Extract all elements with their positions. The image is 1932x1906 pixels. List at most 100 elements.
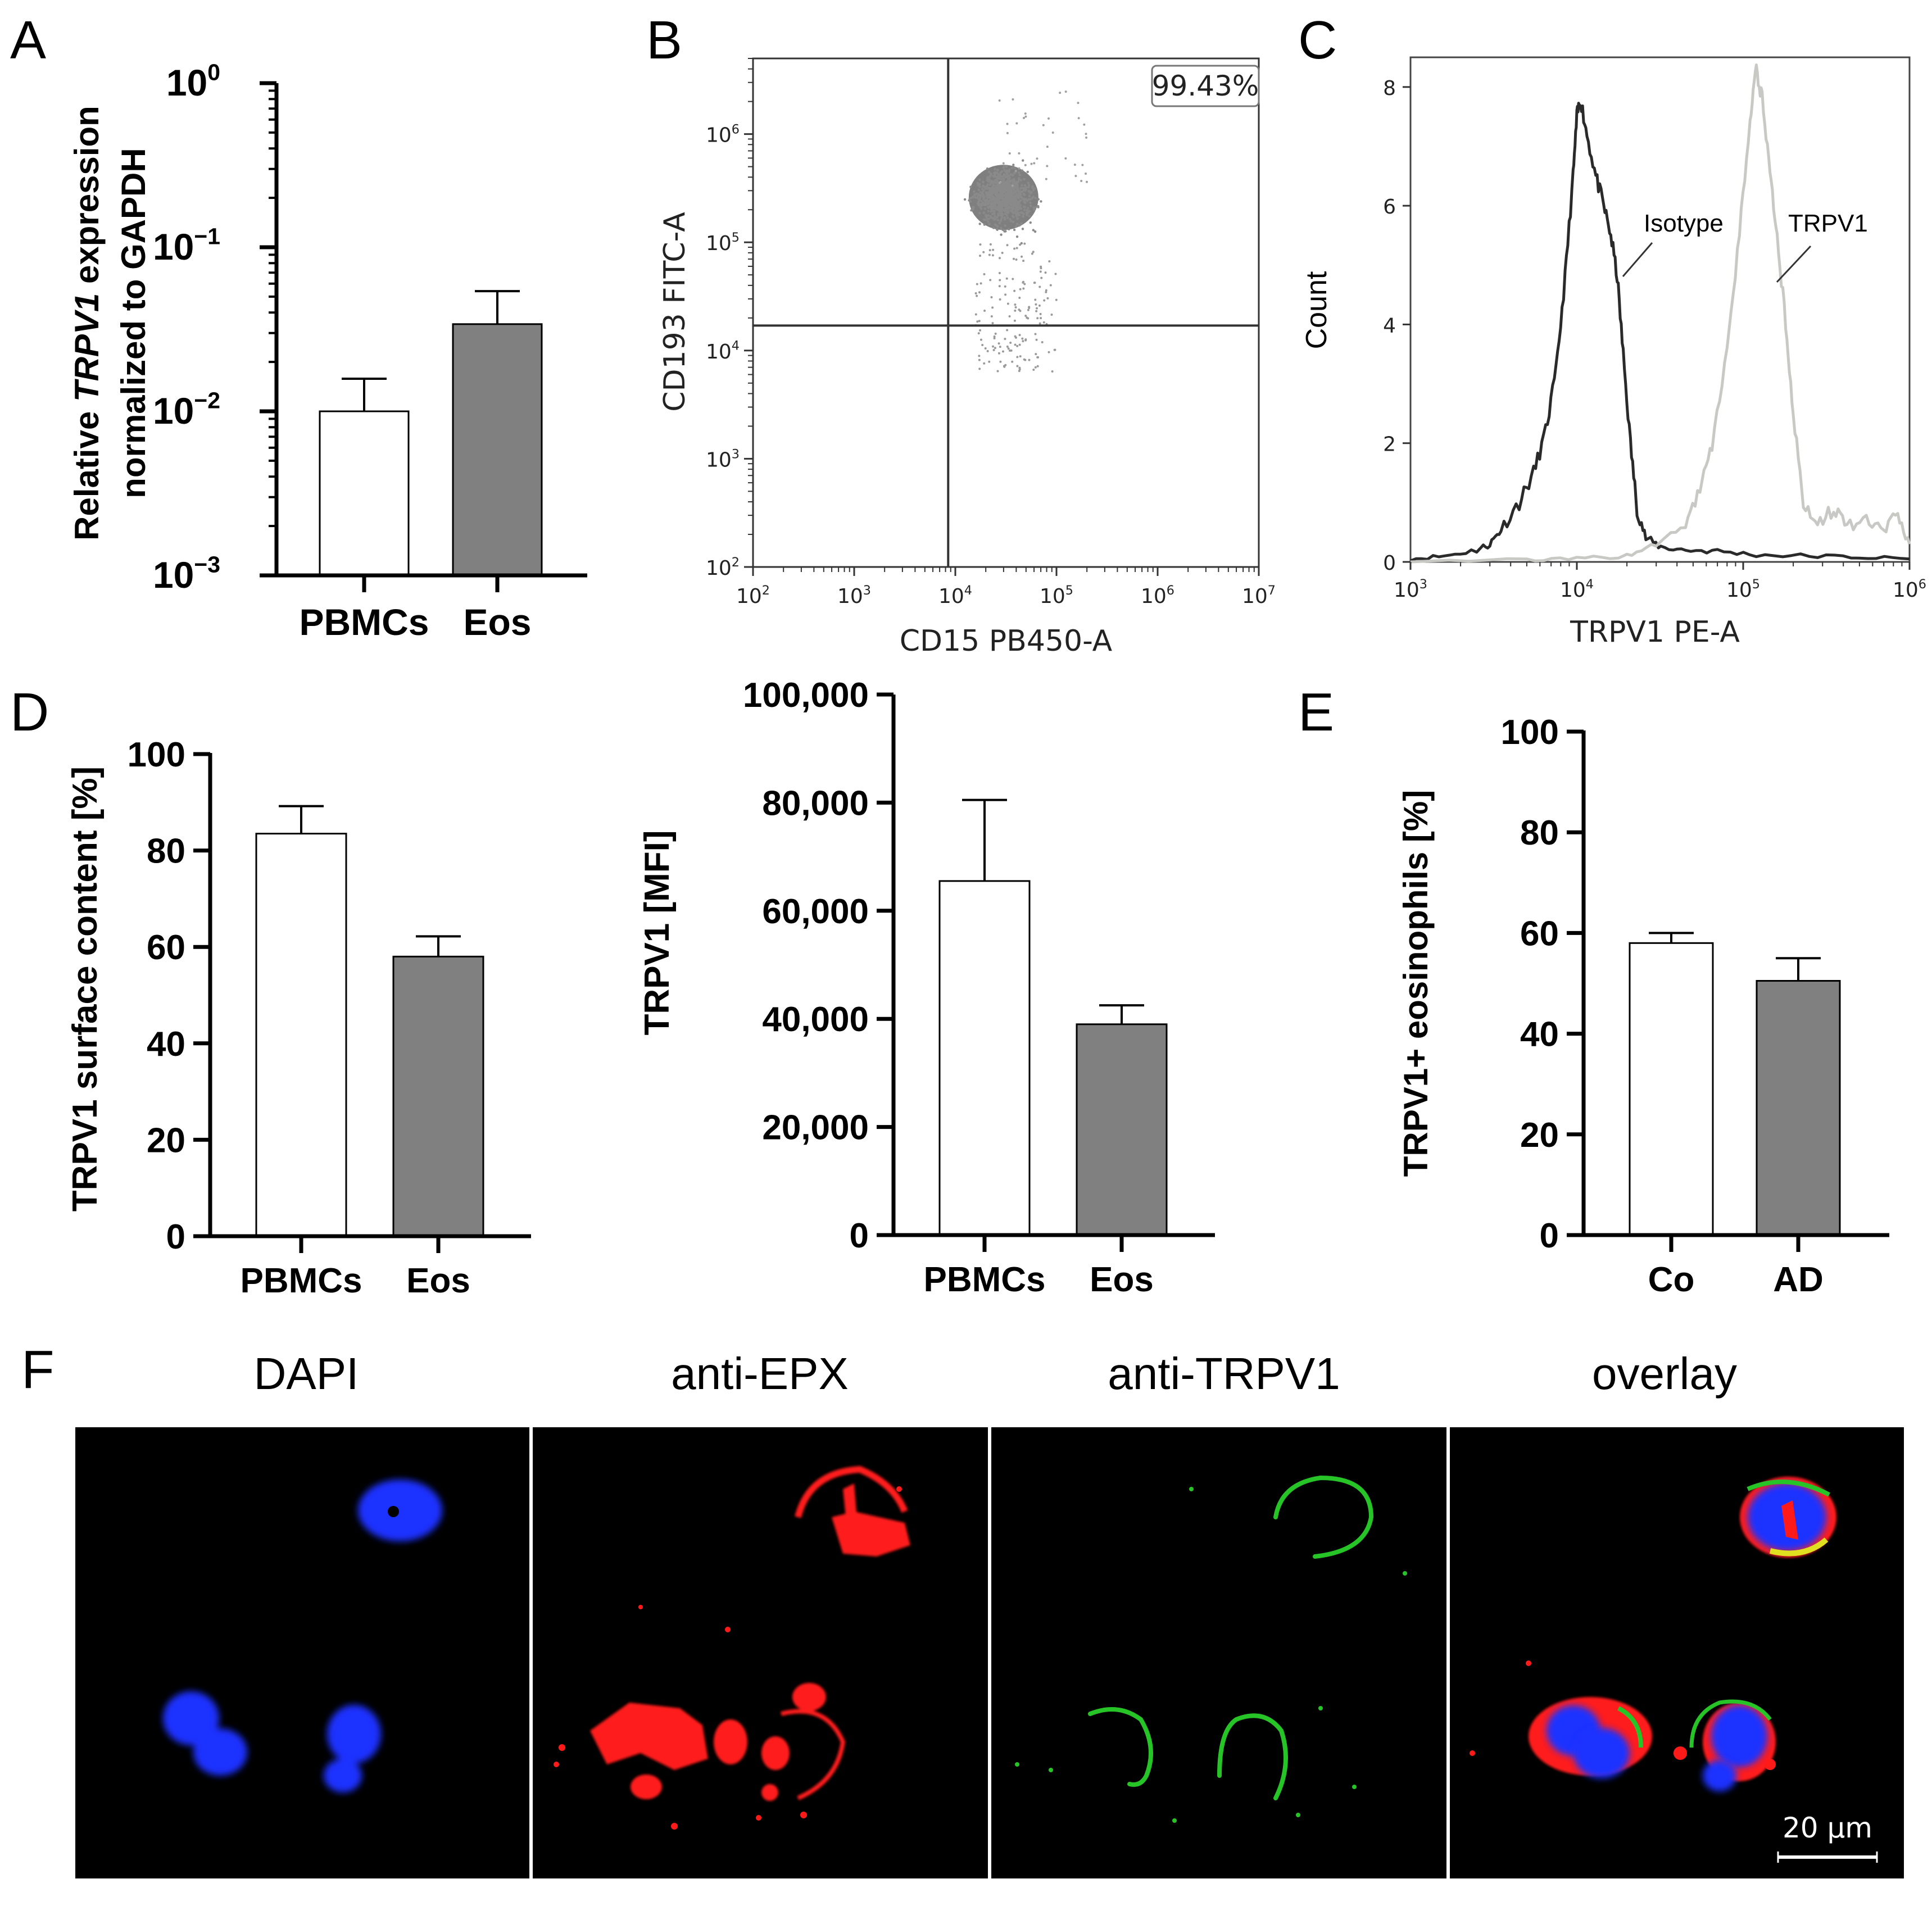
panel-c-xticklabel-base: 10: [1394, 579, 1419, 602]
panel-b-event: [978, 223, 981, 225]
panel-b-event: [1024, 201, 1027, 205]
panel-a-yticklabel-exp: −1: [194, 223, 220, 249]
panel-a-yticklabel: 10−1: [153, 223, 220, 267]
panel-c-xticklabel: 106: [1893, 577, 1926, 602]
panel-c-xticklabel: 103: [1394, 577, 1427, 602]
panel-b-event: [978, 184, 981, 187]
panel-b-event: [1032, 206, 1035, 209]
panel-b-event: [1027, 308, 1030, 311]
panel-b-event: [1019, 355, 1022, 358]
panel-d2-bar: [938, 880, 1031, 1236]
panel-a-yticklabel: 10−2: [153, 387, 220, 432]
panel-b-event: [1003, 174, 1006, 177]
panel-b-xticklabel-exp: 7: [1268, 583, 1276, 598]
panel-b-xticklabel-base: 10: [1141, 585, 1167, 608]
panel-b-event: [1024, 112, 1027, 115]
panel-b-event: [1023, 205, 1026, 208]
panel-b-yticklabel: 104: [706, 339, 740, 364]
panel-b-event: [979, 329, 982, 332]
panel-b-event: [993, 196, 996, 199]
panel-d1-yticklabel: 60: [147, 928, 185, 967]
panel-b-event: [1081, 164, 1084, 166]
panel-label-a: A: [10, 10, 46, 70]
panel-b-yticklabel-base: 10: [706, 232, 732, 255]
panel-b-event: [1016, 185, 1019, 188]
panel-a-bar: [319, 410, 410, 577]
panel-b-event: [994, 199, 996, 203]
panel-b-event: [1029, 221, 1032, 224]
panel-b-event: [1011, 360, 1014, 363]
panel-b-event: [983, 273, 986, 276]
panel-d1-ylabel: TRPV1 surface content [%]: [66, 766, 105, 1211]
panel-b-event: [1024, 188, 1027, 191]
panel-b-event: [1000, 218, 1003, 221]
panel-b-event: [1077, 117, 1080, 120]
panel-d2-bar: [1076, 1023, 1168, 1236]
panel-b-event: [1040, 200, 1042, 203]
panel-b-event: [1018, 224, 1021, 227]
panel-b-event: [1018, 174, 1021, 176]
panel-b-event: [1045, 291, 1047, 293]
panel-label-b: B: [646, 10, 682, 70]
panel-b-event: [1002, 184, 1005, 188]
panel-b-gates: [753, 58, 1259, 567]
panel-e-xticklabel: Co: [1648, 1260, 1695, 1299]
panel-b-event: [988, 179, 991, 183]
panel-c-trpv1-leader: [1776, 245, 1812, 283]
panel-b-event: [992, 210, 996, 214]
panel-b-event: [1046, 297, 1049, 299]
panel-b-event: [1009, 217, 1012, 221]
panel-b-event: [999, 360, 1002, 363]
panel-b-event: [979, 255, 982, 257]
panel-b-event: [1006, 208, 1009, 211]
panel-b-event: [993, 337, 996, 339]
panel-b-event: [988, 360, 991, 363]
panel-b-event: [1012, 278, 1014, 280]
panel-d1-chart: TRPV1 surface content [%] 0 20 40 60 80 100 P…: [66, 736, 531, 1300]
panel-b-event: [987, 202, 990, 205]
panel-b-event: [974, 292, 977, 294]
micro-divider-3: [1446, 1427, 1450, 1878]
panel-b-event: [998, 257, 1001, 260]
panel-a-yticklabel-base: 10: [153, 390, 194, 432]
scale-bar-label: 20 µm: [1783, 1812, 1872, 1844]
panel-b-annotation-frame: [1151, 65, 1260, 107]
panel-b-event: [987, 214, 990, 217]
panel-b-event: [1023, 187, 1026, 190]
panel-b-xticklabel: 103: [837, 583, 871, 608]
panel-b-event: [992, 248, 995, 251]
panel-b-event: [1004, 202, 1007, 205]
panel-b-event: [971, 196, 974, 198]
panel-b-event: [1085, 136, 1088, 139]
panel-b-event: [1013, 194, 1016, 198]
panel-b-event: [1023, 193, 1026, 196]
panel-b-xticklabel: 106: [1141, 583, 1174, 608]
panel-b-event: [977, 188, 981, 192]
panel-b-event: [1024, 315, 1027, 317]
panel-b-event: [1042, 124, 1045, 126]
panel-b-event: [985, 214, 987, 217]
panel-b-event: [1004, 230, 1007, 233]
panel-b-event: [1004, 199, 1008, 203]
panel-label-d: D: [10, 682, 49, 742]
panel-b-event: [1085, 133, 1087, 135]
panel-b-event: [1028, 215, 1031, 217]
panel-e-yticklabel: 60: [1520, 914, 1559, 953]
panel-b-event: [1023, 208, 1026, 211]
panel-d2-ylabel: TRPV1 [MFI]: [638, 830, 677, 1035]
panel-b-event: [1014, 187, 1017, 189]
panel-d2-yticklabel: 0: [850, 1217, 869, 1255]
panel-b-event: [1035, 303, 1037, 306]
panel-b-event: [1013, 289, 1016, 292]
panel-b-event: [1074, 175, 1077, 178]
panel-a-yticklabel-base: 10: [153, 554, 194, 596]
panel-b-event: [991, 254, 994, 257]
panel-c-series: [1410, 63, 1911, 564]
panel-e-yticklabel: 100: [1501, 713, 1559, 752]
panel-a-xticklabel: PBMCs: [299, 601, 429, 643]
panel-e-xticklabel: AD: [1773, 1260, 1824, 1299]
panel-b-event: [1005, 169, 1008, 172]
panel-b-ylabel: CD193 FITC-A: [658, 212, 692, 412]
panel-e-yticklabel: 0: [1540, 1217, 1559, 1255]
panel-b-event: [1024, 164, 1027, 166]
